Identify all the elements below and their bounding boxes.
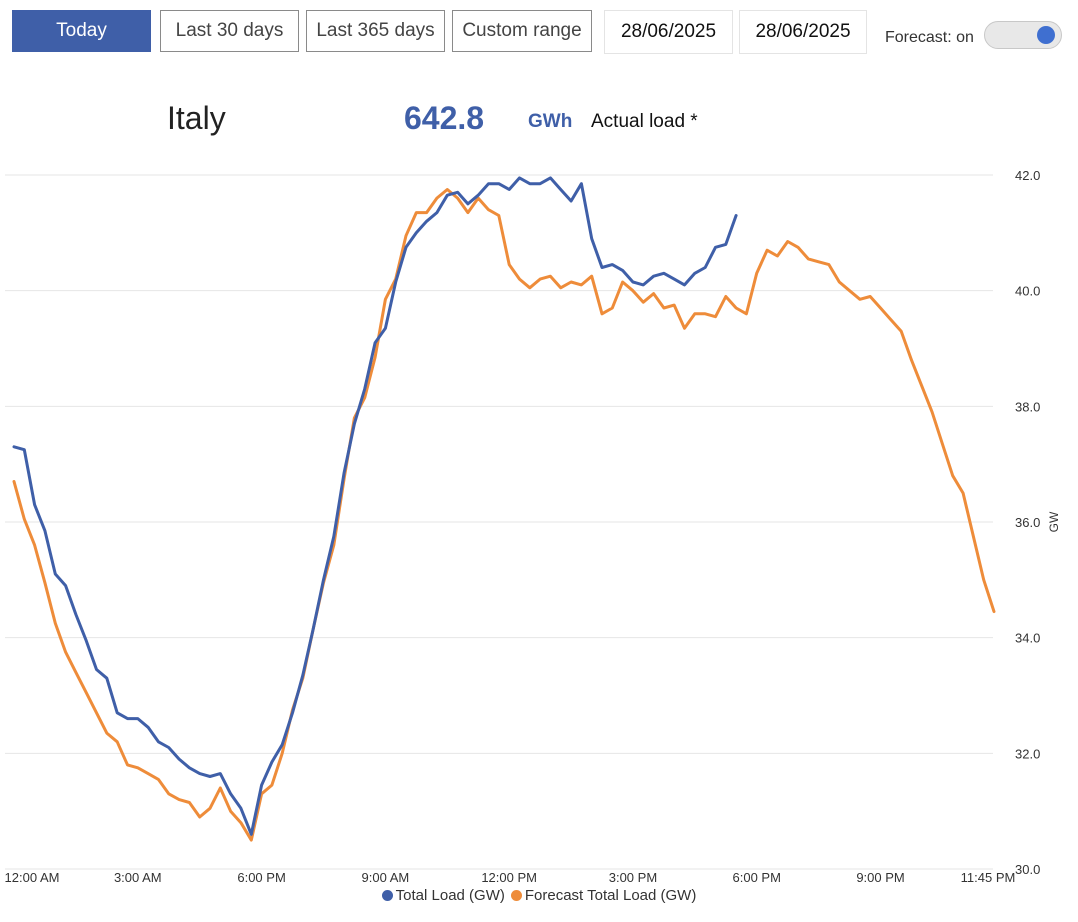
energy-unit: GWh [528,111,573,132]
x-tick-label: 6:00 PM [733,870,781,885]
y-axis-label: GW [1047,511,1061,532]
x-tick-label: 3:00 PM [609,870,657,885]
y-tick-label: 30.0 [1015,862,1040,877]
chart-legend: Total Load (GW) Forecast Total Load (GW) [0,887,1078,904]
x-tick-label: 3:00 AM [114,870,162,885]
x-tick-label: 9:00 PM [856,870,904,885]
tab-today[interactable]: Today [12,10,151,52]
tab-last-365-days[interactable]: Last 365 days [306,10,445,52]
date-to-field[interactable]: 28/06/2025 [739,10,867,54]
country-title: Italy [167,100,226,136]
load-type-label: Actual load * [591,111,698,132]
toolbar: Today Last 30 days Last 365 days Custom … [0,0,1078,60]
tab-last-30-days[interactable]: Last 30 days [160,10,299,52]
x-tick-label: 11:45 PM [961,870,1016,885]
y-tick-label: 34.0 [1015,631,1040,646]
series-line-total-load [12,176,738,836]
y-tick-label: 36.0 [1015,515,1040,530]
legend-label-total-load: Total Load (GW) [395,887,505,904]
series-line-forecast-load [12,188,996,842]
y-tick-label: 40.0 [1015,284,1040,299]
x-tick-label: 6:00 PM [237,870,285,885]
tab-custom-range[interactable]: Custom range [452,10,592,52]
legend-item-total-load[interactable]: Total Load (GW) [381,887,505,904]
y-tick-label: 42.0 [1015,168,1040,183]
toggle-knob [1037,26,1055,44]
y-tick-label: 32.0 [1015,746,1040,761]
forecast-toggle[interactable] [984,21,1062,49]
date-from-field[interactable]: 28/06/2025 [604,10,733,54]
legend-item-forecast-load[interactable]: Forecast Total Load (GW) [510,887,697,904]
x-tick-label: 9:00 AM [362,870,410,885]
x-tick-label: 12:00 AM [5,870,60,885]
total-energy-value: 642.8 [404,100,485,136]
legend-label-forecast-load: Forecast Total Load (GW) [524,887,697,904]
legend-dot-forecast-load [510,890,522,901]
x-tick-label: 12:00 PM [481,870,537,885]
load-chart: 42.0 40.0 38.0 36.0 34.0 32.0 30.0 GW 12:00 AM 3:… [5,168,1061,885]
y-tick-label: 38.0 [1015,399,1040,414]
forecast-label: Forecast: on [885,29,974,46]
legend-dot-total-load [381,890,393,901]
